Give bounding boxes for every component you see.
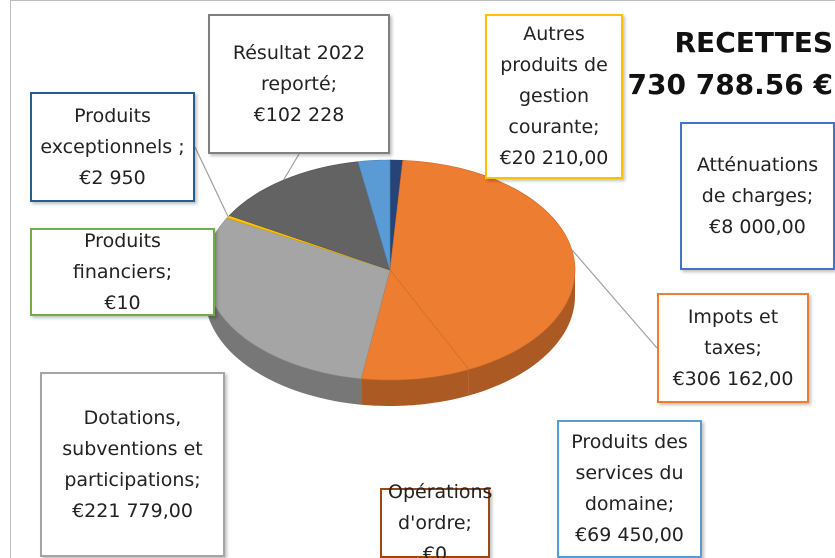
data-label: Autres produits de gestion courante; €20 … (485, 14, 623, 179)
leader-line (283, 153, 300, 181)
chart-title: RECETTES (674, 26, 834, 59)
data-label: Opérations d'ordre; €0 (380, 481, 492, 558)
slice-side (361, 369, 469, 406)
leader-line (571, 249, 658, 349)
value-label: €306 162,00 (672, 367, 794, 390)
slice-side (205, 270, 362, 405)
category-name: Opérations d'ordre; (388, 480, 493, 534)
data-label: Résultat 2022 reporté; €102 228 (208, 14, 390, 154)
category-name: Dotations, subventions et participations… (62, 406, 203, 491)
category-name: Autres produits de gestion courante; (500, 23, 608, 138)
value-label: €69 450,00 (575, 524, 684, 546)
value-label: €10 (104, 291, 141, 314)
slice (228, 161, 391, 271)
data-label: Atténuations de charges; €8 000,00 (680, 122, 835, 270)
chart-frame (10, 0, 835, 558)
value-label: €102 228 (253, 103, 345, 126)
slice (389, 159, 576, 370)
slice-side (468, 270, 575, 396)
data-label: Produits exceptionnels ; €2 950 (30, 92, 195, 202)
value-label: €8 000,00 (709, 215, 806, 238)
category-name: Atténuations de charges; (696, 153, 819, 207)
slice (360, 269, 470, 381)
slice (357, 159, 391, 271)
data-label: Produits des services du domaine; €69 450… (557, 420, 702, 558)
category-name: Impots et taxes; (687, 305, 779, 359)
category-name: Produits des services du domaine; (571, 431, 688, 515)
value-label: €2 950 (79, 166, 146, 189)
chart-subtitle: 730 788.56 € (627, 68, 833, 101)
data-label: Impots et taxes; €306 162,00 (657, 293, 809, 403)
value-label: €20 210,00 (499, 147, 609, 169)
data-label: Dotations, subventions et participations… (40, 372, 225, 557)
value-label: €0 (422, 542, 448, 558)
value-label: €221 779,00 (72, 499, 193, 522)
category-name: Produits exceptionnels ; (40, 104, 185, 158)
category-name: Résultat 2022 reporté; (232, 41, 366, 95)
category-name: Produits financiers; (72, 229, 173, 283)
leader-line (194, 146, 229, 217)
data-label: Produits financiers; €10 (30, 228, 215, 316)
